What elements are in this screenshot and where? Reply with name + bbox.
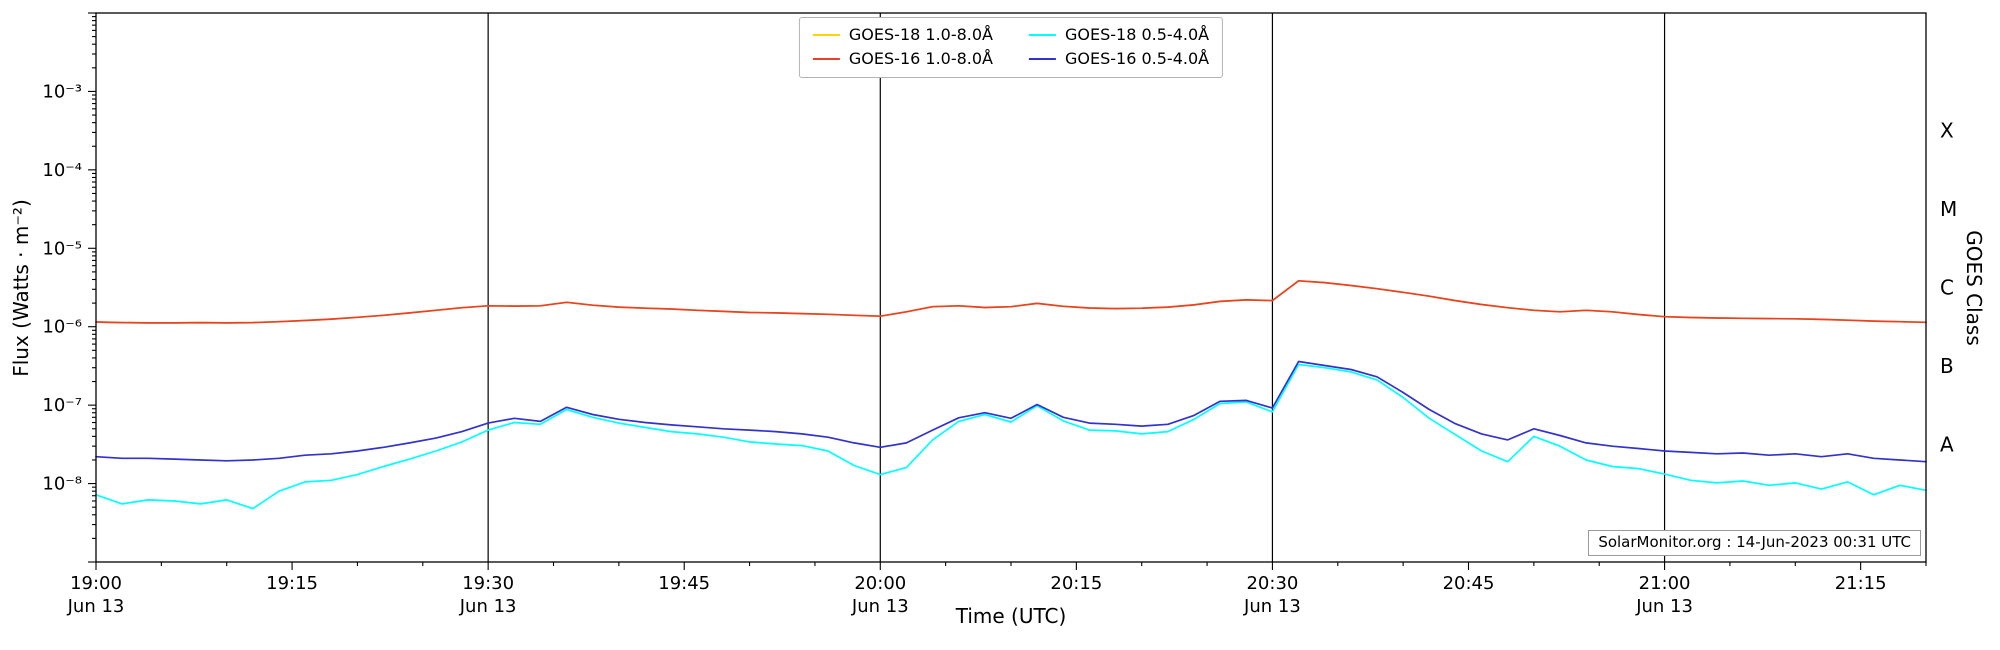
x-tick-label: 20:15 <box>1050 573 1102 594</box>
series-line-goes-16-long <box>95 279 1927 324</box>
x-tick-label: 19:00 <box>70 573 122 594</box>
legend-items: GOES-18 1.0-8.0Å GOES-16 1.0-8.0Å GOES-18 … <box>812 25 1209 69</box>
y-tick-label: 10⁻⁸ <box>42 474 82 495</box>
legend-label: GOES-16 1.0-8.0Å <box>848 49 993 68</box>
y-tick-label: 10⁻⁴ <box>42 160 82 181</box>
x-tick-label: 19:30 <box>462 573 514 594</box>
legend-label: GOES-18 1.0-8.0Å <box>848 25 993 44</box>
x-axis-title: Time (UTC) <box>955 604 1067 628</box>
legend-line-swatch <box>1029 57 1056 61</box>
legend: GOES-18 1.0-8.0Å GOES-16 1.0-8.0Å GOES-18 … <box>798 17 1224 78</box>
legend-label: GOES-18 0.5-4.0Å <box>1065 25 1210 44</box>
x-tick-label: 21:15 <box>1835 573 1887 594</box>
legend-line-swatch <box>812 33 840 37</box>
x-tick-sublabel: Jun 13 <box>67 596 125 617</box>
x-axis-ticks <box>95 562 1927 570</box>
y-tick-label: 10⁻⁵ <box>42 238 82 259</box>
x-tick-label: 19:45 <box>658 573 710 594</box>
legend-line-swatch <box>812 57 840 61</box>
goes-class-letter: C <box>1940 276 1954 300</box>
goes-class-letters: X M C B A <box>1940 119 1957 457</box>
right-axis-title: GOES Class <box>1962 230 1986 346</box>
watermark-solarmonitor: SolarMonitor.org : 14-Jun-2023 00:31 UTC <box>1588 530 1921 556</box>
goes-class-letter: A <box>1940 432 1954 456</box>
legend-item-goes-18-long: GOES-18 1.0-8.0Å <box>812 25 993 45</box>
legend-label: GOES-16 0.5-4.0Å <box>1065 49 1210 68</box>
x-tick-label: 21:00 <box>1639 573 1691 594</box>
x-tick-label: 20:45 <box>1443 573 1495 594</box>
y-tick-label: 10⁻⁷ <box>42 395 82 416</box>
plot-frame <box>95 12 1927 563</box>
vertical-gridlines <box>487 13 1666 562</box>
x-tick-sublabel: Jun 13 <box>1243 596 1301 617</box>
y-axis-ticks <box>88 12 96 563</box>
y-tick-label: 10⁻⁶ <box>42 317 82 338</box>
goes-class-letter: M <box>1940 197 1957 221</box>
legend-item-goes-18-short: GOES-18 0.5-4.0Å <box>1029 25 1209 45</box>
x-tick-label: 20:30 <box>1246 573 1298 594</box>
x-tick-sublabel: Jun 13 <box>851 596 909 617</box>
x-tick-sublabel: Jun 13 <box>459 596 517 617</box>
series-lines <box>95 279 1927 510</box>
legend-line-swatch <box>1029 33 1056 37</box>
legend-item-goes-16-long: GOES-16 1.0-8.0Å <box>812 49 993 69</box>
goes-class-letter: B <box>1940 354 1954 378</box>
series-line-goes-18-short <box>95 363 1927 510</box>
y-axis-tick-labels: 10⁻³ 10⁻⁴ 10⁻⁵ 10⁻⁶ 10⁻⁷ 10⁻⁸ <box>42 81 82 494</box>
legend-item-goes-16-short: GOES-16 0.5-4.0Å <box>1029 49 1209 69</box>
series-line-goes-16-short <box>95 360 1927 463</box>
y-tick-label: 10⁻³ <box>42 81 82 102</box>
y-axis-title: Flux (Watts · m⁻²) <box>9 199 33 377</box>
goes-class-letter: X <box>1940 119 1954 143</box>
x-tick-label: 20:00 <box>854 573 906 594</box>
x-tick-sublabel: Jun 13 <box>1635 596 1693 617</box>
x-tick-label: 19:15 <box>266 573 318 594</box>
